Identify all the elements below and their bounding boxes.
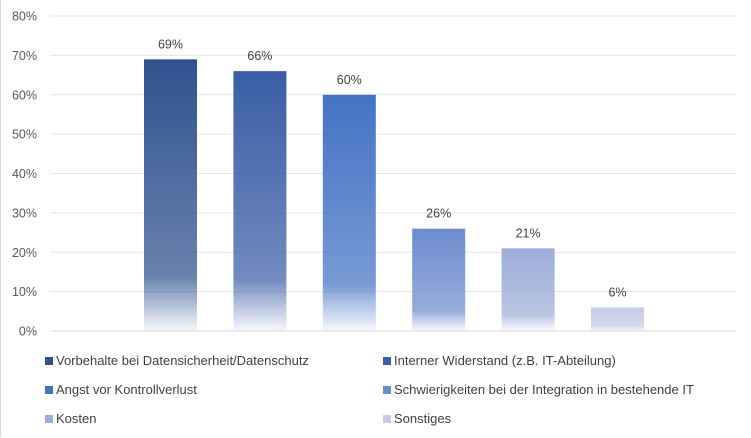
data-label: 60% <box>337 73 362 87</box>
legend-swatch <box>383 356 391 365</box>
data-label: 69% <box>158 37 183 51</box>
y-tick-label: 80% <box>12 10 37 24</box>
bar <box>322 94 376 331</box>
bar <box>501 248 555 331</box>
legend-label: Sonstiges <box>394 411 452 426</box>
legend-label: Angst vor Kontrollverlust <box>56 382 197 397</box>
y-tick-label: 40% <box>12 167 37 181</box>
legend-label: Interner Widerstand (z.B. IT-Abteilung) <box>394 353 616 368</box>
y-tick-label: 20% <box>12 246 37 260</box>
y-tick-label: 0% <box>19 325 37 339</box>
legend-swatch <box>383 385 391 394</box>
legend-label: Vorbehalte bei Datensicherheit/Datenschu… <box>56 353 309 368</box>
y-tick-label: 60% <box>12 88 37 102</box>
legend-swatch <box>45 414 53 423</box>
bar <box>233 71 287 331</box>
legend-item: Vorbehalte bei Datensicherheit/Datenschu… <box>45 353 309 368</box>
legend-swatch <box>45 356 53 365</box>
y-tick-label: 70% <box>12 49 37 63</box>
legend-swatch <box>45 385 53 394</box>
y-tick-label: 10% <box>12 285 37 299</box>
data-label: 6% <box>608 285 626 299</box>
bar <box>591 307 644 331</box>
bar <box>412 228 466 331</box>
y-tick-label: 30% <box>12 206 37 220</box>
bar <box>144 59 197 331</box>
data-label: 66% <box>247 49 272 63</box>
data-label: 26% <box>426 207 451 221</box>
legend-item: Sonstiges <box>383 411 451 426</box>
legend-item: Angst vor Kontrollverlust <box>45 382 197 397</box>
data-label: 21% <box>516 226 541 240</box>
legend-swatch <box>383 414 391 423</box>
legend-label: Schwierigkeiten bei der Integration in b… <box>394 382 694 397</box>
legend-item: Interner Widerstand (z.B. IT-Abteilung) <box>383 353 616 368</box>
legend-label: Kosten <box>56 411 97 426</box>
legend-item: Schwierigkeiten bei der Integration in b… <box>383 382 694 397</box>
y-tick-label: 50% <box>12 128 37 142</box>
legend-item: Kosten <box>45 411 96 426</box>
